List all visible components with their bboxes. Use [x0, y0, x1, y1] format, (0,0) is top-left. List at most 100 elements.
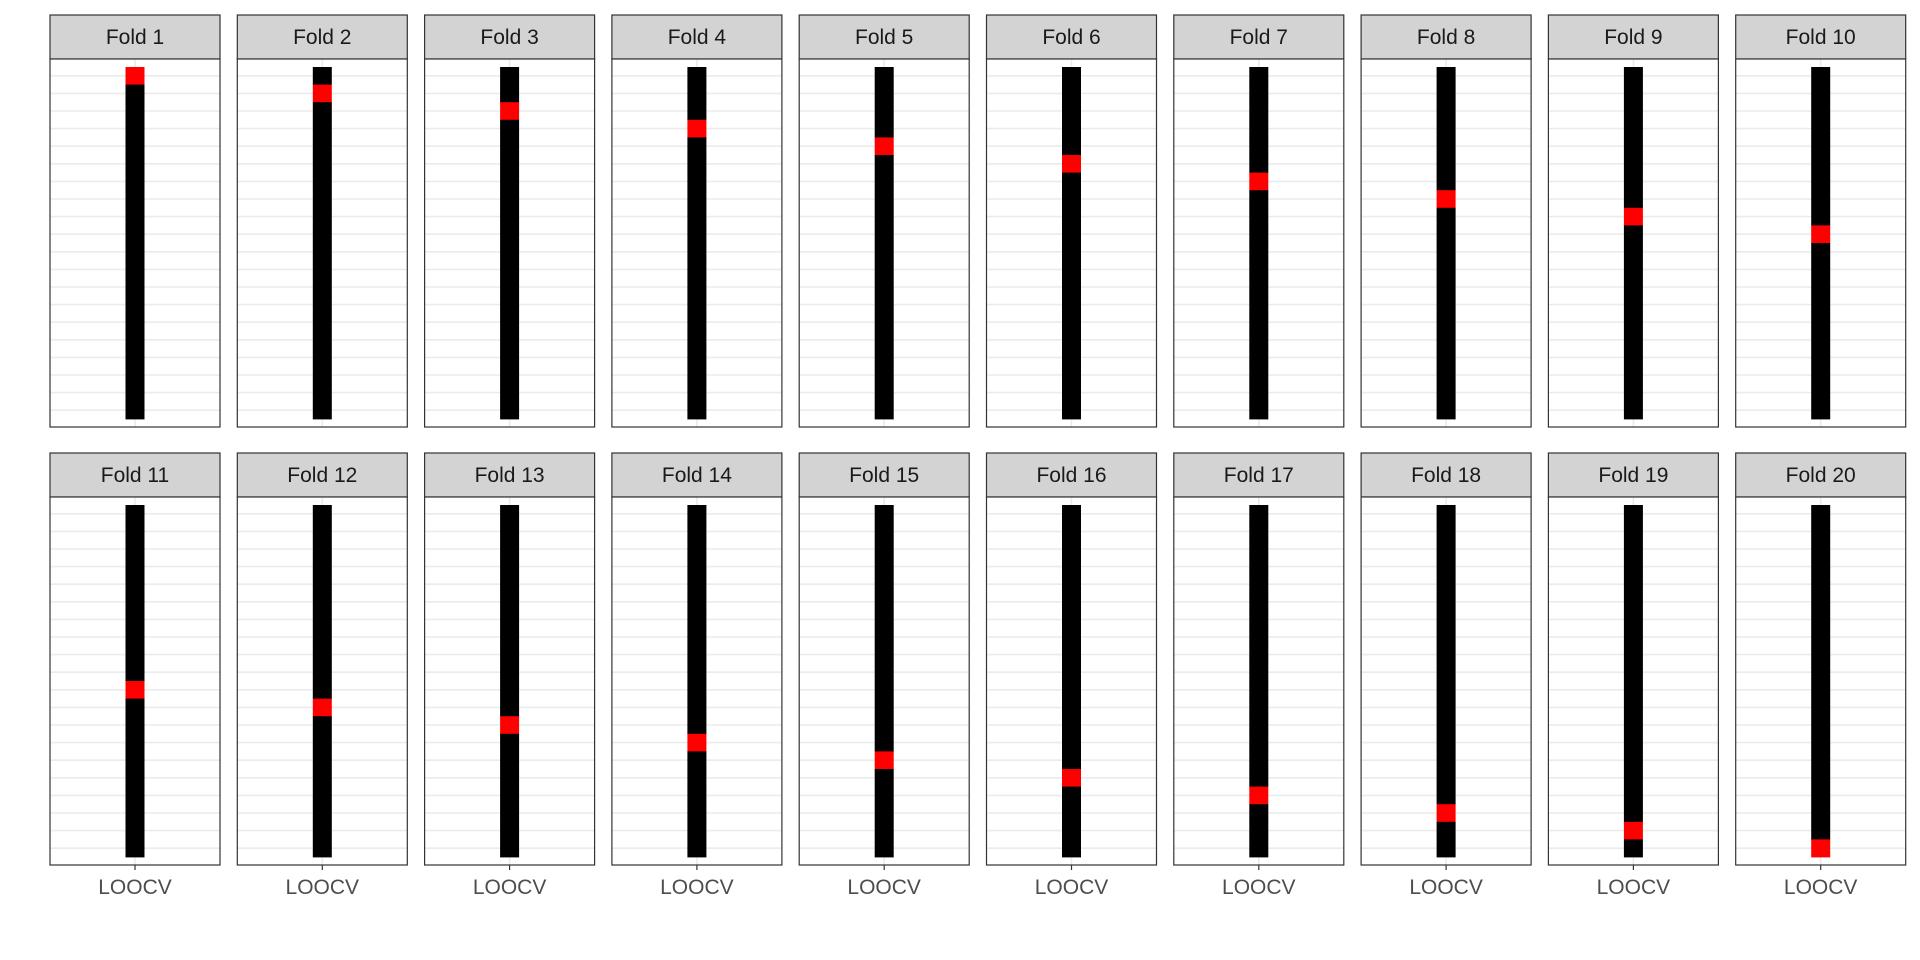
- train-cell-fold-6-obs-19: [1062, 383, 1081, 402]
- train-cell-fold-10-obs-7: [1811, 172, 1831, 191]
- train-cell-fold-6-obs-20: [1062, 401, 1081, 420]
- train-cell-fold-8-obs-16: [1436, 331, 1456, 349]
- train-cell-fold-3-obs-13: [500, 278, 520, 297]
- train-cell-fold-2-obs-5: [312, 137, 332, 156]
- facet-strip-fold-2: [236, 14, 408, 60]
- train-cell-fold-2-obs-12: [312, 260, 332, 279]
- train-cell-fold-3-obs-14: [500, 295, 520, 314]
- train-cell-fold-15-obs-11: [874, 681, 894, 699]
- train-cell-fold-2-obs-8: [312, 190, 332, 209]
- train-cell-fold-4-obs-12: [687, 260, 707, 279]
- train-cell-fold-8-obs-20: [1436, 401, 1456, 420]
- panel-border-fold-7: [1173, 58, 1345, 428]
- train-cell-fold-18-obs-20: [1436, 839, 1456, 858]
- train-cell-fold-19-obs-4: [1623, 557, 1643, 576]
- train-cell-fold-7-obs-13: [1249, 278, 1269, 297]
- train-cell-fold-16-obs-4: [1062, 557, 1081, 576]
- train-cell-fold-15-obs-13: [874, 716, 894, 735]
- train-cell-fold-10-obs-11: [1811, 243, 1831, 261]
- panel-border-fold-4: [611, 58, 783, 428]
- train-cell-fold-13-obs-8: [500, 628, 520, 647]
- train-cell-fold-11-obs-5: [125, 575, 145, 594]
- train-cell-fold-16-obs-9: [1062, 645, 1081, 664]
- train-cell-fold-17-obs-8: [1249, 628, 1269, 647]
- train-cell-fold-16-obs-20: [1062, 839, 1081, 858]
- train-cell-fold-6-obs-12: [1062, 260, 1081, 279]
- train-cell-fold-13-obs-18: [500, 804, 520, 823]
- train-cell-fold-18-obs-13: [1436, 716, 1456, 735]
- test-cell-fold-7-obs-7: [1249, 172, 1269, 191]
- panel-border-fold-6: [985, 58, 1158, 428]
- train-cell-fold-20-obs-10: [1811, 663, 1831, 682]
- facet-strip-fold-18: [1360, 452, 1532, 498]
- train-cell-fold-4-obs-9: [687, 207, 707, 226]
- train-cell-fold-8-obs-14: [1436, 295, 1456, 314]
- train-cell-fold-8-obs-11: [1436, 243, 1456, 261]
- train-cell-fold-16-obs-12: [1062, 698, 1081, 717]
- train-cell-fold-5-obs-1: [874, 67, 894, 85]
- panel-border-fold-1: [49, 58, 221, 428]
- train-cell-fold-7-obs-12: [1249, 260, 1269, 279]
- train-cell-fold-5-obs-17: [874, 348, 894, 367]
- test-cell-fold-12-obs-12: [312, 698, 332, 717]
- train-cell-fold-11-obs-14: [125, 733, 145, 752]
- train-cell-fold-16-obs-1: [1062, 505, 1081, 523]
- train-cell-fold-18-obs-3: [1436, 540, 1456, 559]
- train-cell-fold-11-obs-10: [125, 663, 145, 682]
- x-tick-label-fold-15: LOOCV: [847, 876, 921, 899]
- train-cell-fold-15-obs-8: [874, 628, 894, 647]
- train-cell-fold-19-obs-5: [1623, 575, 1643, 594]
- train-cell-fold-10-obs-15: [1811, 313, 1831, 332]
- train-cell-fold-20-obs-4: [1811, 557, 1831, 576]
- train-cell-fold-19-obs-1: [1623, 505, 1643, 523]
- train-cell-fold-10-obs-12: [1811, 260, 1831, 279]
- train-cell-fold-16-obs-19: [1062, 821, 1081, 840]
- facet-label-fold-9: Fold 9: [1604, 26, 1662, 49]
- train-cell-fold-1-obs-10: [125, 225, 145, 244]
- train-cell-fold-20-obs-7: [1811, 610, 1831, 629]
- train-cell-fold-7-obs-2: [1249, 84, 1269, 103]
- train-cell-fold-20-obs-11: [1811, 681, 1831, 699]
- train-cell-fold-13-obs-1: [500, 505, 520, 523]
- facet-strip-fold-20: [1735, 452, 1907, 498]
- train-cell-fold-10-obs-6: [1811, 155, 1831, 173]
- train-cell-fold-12-obs-13: [312, 716, 332, 735]
- facet-label-fold-15: Fold 15: [849, 464, 919, 487]
- train-cell-fold-8-obs-2: [1436, 84, 1456, 103]
- panel-border-fold-5: [798, 58, 970, 428]
- train-cell-fold-7-obs-20: [1249, 401, 1269, 420]
- train-cell-fold-18-obs-5: [1436, 575, 1456, 594]
- train-cell-fold-16-obs-7: [1062, 610, 1081, 629]
- train-cell-fold-14-obs-19: [687, 821, 707, 840]
- test-cell-fold-5-obs-5: [874, 137, 894, 156]
- train-cell-fold-3-obs-19: [500, 383, 520, 402]
- train-cell-fold-16-obs-18: [1062, 804, 1081, 823]
- train-cell-fold-5-obs-2: [874, 84, 894, 103]
- train-cell-fold-19-obs-13: [1623, 716, 1643, 735]
- train-cell-fold-14-obs-17: [687, 786, 707, 805]
- train-cell-fold-17-obs-10: [1249, 663, 1269, 682]
- facet-label-fold-17: Fold 17: [1224, 464, 1294, 487]
- test-cell-fold-3-obs-3: [500, 102, 520, 121]
- train-cell-fold-9-obs-4: [1623, 119, 1643, 138]
- train-cell-fold-4-obs-13: [687, 278, 707, 297]
- facet-strip-fold-13: [424, 452, 596, 498]
- facet-label-fold-12: Fold 12: [287, 464, 357, 487]
- test-cell-fold-11-obs-11: [125, 681, 145, 699]
- train-cell-fold-17-obs-15: [1249, 751, 1269, 770]
- train-cell-fold-12-obs-20: [312, 839, 332, 858]
- facet-strip-fold-12: [236, 452, 408, 498]
- train-cell-fold-7-obs-6: [1249, 155, 1269, 173]
- train-cell-fold-7-obs-18: [1249, 366, 1269, 385]
- train-cell-fold-8-obs-12: [1436, 260, 1456, 279]
- train-cell-fold-9-obs-1: [1623, 67, 1643, 85]
- x-tick-label-fold-17: LOOCV: [1222, 876, 1296, 899]
- train-cell-fold-14-obs-16: [687, 769, 707, 787]
- train-cell-fold-9-obs-7: [1623, 172, 1643, 191]
- train-cell-fold-13-obs-6: [500, 593, 520, 611]
- train-cell-fold-8-obs-10: [1436, 225, 1456, 244]
- train-cell-fold-17-obs-18: [1249, 804, 1269, 823]
- train-cell-fold-6-obs-14: [1062, 295, 1081, 314]
- train-cell-fold-15-obs-19: [874, 821, 894, 840]
